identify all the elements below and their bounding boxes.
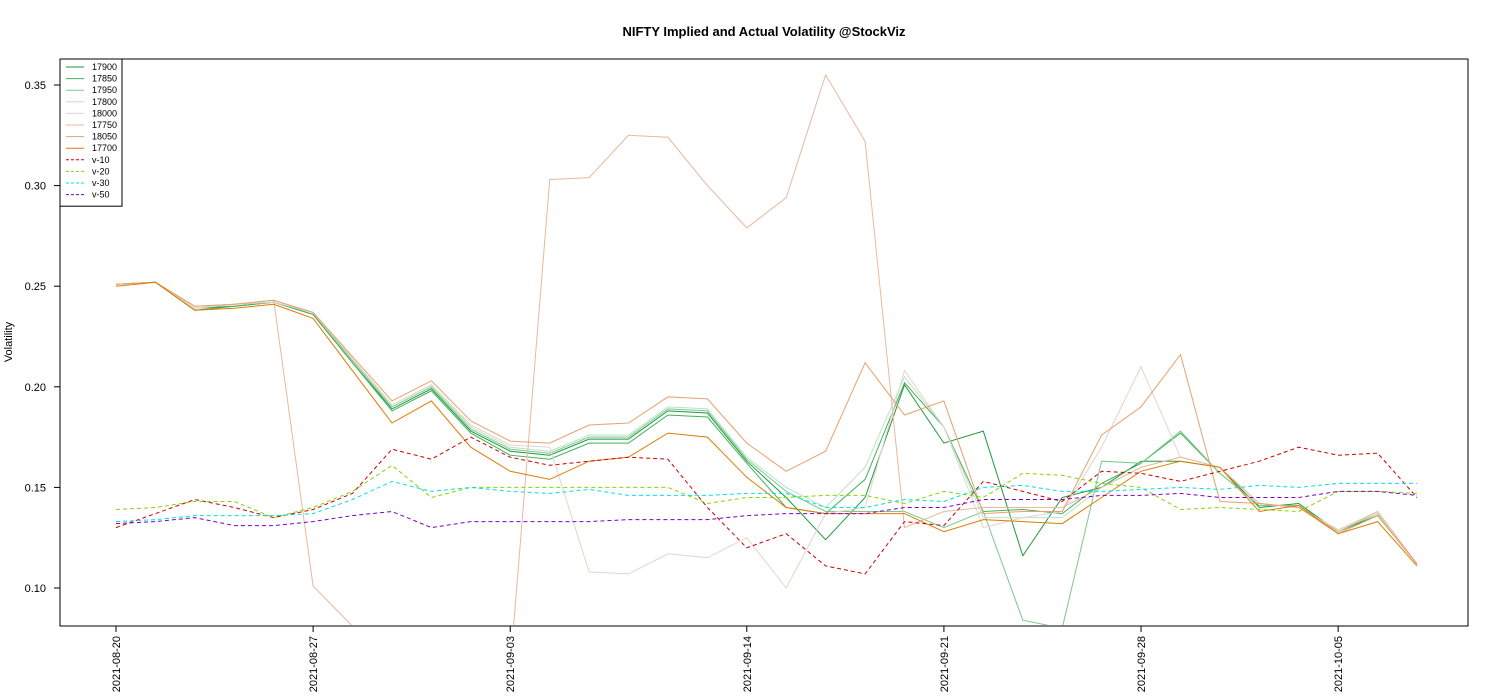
series-line-v-50: [115, 490, 1418, 529]
legend-label: v-20: [92, 166, 110, 176]
x-tick-label: 2021-10-05: [1333, 636, 1345, 692]
y-tick-label: 0.30: [25, 181, 46, 193]
y-tick-label: 0.35: [25, 80, 46, 92]
series-line-v-10: [115, 436, 1418, 575]
series-line-17750: [115, 73, 1418, 625]
series-line-17850: [115, 281, 1418, 565]
legend-box: [59, 58, 123, 207]
series-line-17950: [115, 281, 1418, 625]
legend-label: 17950: [92, 85, 117, 95]
legend-label: 17900: [92, 62, 117, 72]
legend-label: 17800: [92, 97, 117, 107]
plot-frame: [59, 58, 1469, 627]
x-tick-label: 2021-09-14: [742, 636, 754, 692]
legend-label: 17750: [92, 120, 117, 130]
series-line-18000: [115, 281, 1418, 589]
x-tick-label: 2021-09-03: [505, 636, 517, 692]
series-line-v-30: [115, 480, 1417, 523]
series-line-17700: [115, 281, 1418, 567]
x-tick-label: 2021-09-21: [939, 636, 951, 692]
series-line-v-20: [115, 464, 1418, 519]
x-tick-label: 2021-08-27: [308, 636, 320, 692]
series-line-18050: [115, 281, 1418, 565]
legend-label: 17850: [92, 74, 117, 84]
legend-label: 17700: [92, 143, 117, 153]
legend-label: v-10: [92, 155, 110, 165]
y-tick-label: 0.25: [25, 281, 46, 293]
y-tick-label: 0.20: [25, 382, 46, 394]
y-tick-label: 0.15: [25, 482, 46, 494]
x-tick-label: 2021-08-20: [111, 636, 123, 692]
x-tick-label: 2021-09-28: [1136, 636, 1148, 692]
x-axis: 2021-08-20 2021-08-27 2021-09-03 2021-09-14…: [111, 626, 1345, 692]
legend-label: v-50: [92, 190, 110, 200]
y-axis-label: Volatility: [3, 321, 15, 362]
plot-lines: [115, 73, 1418, 625]
y-tick-label: 0.10: [25, 583, 46, 595]
legend-label: 18000: [92, 108, 117, 118]
legend-label: v-30: [92, 178, 110, 188]
chart-title: NIFTY Implied and Actual Volatility @Sto…: [622, 24, 906, 39]
legend-label: 18050: [92, 132, 117, 142]
y-axis: 0.10 0.15 0.20 0.25 0.30 0.35: [25, 80, 60, 595]
